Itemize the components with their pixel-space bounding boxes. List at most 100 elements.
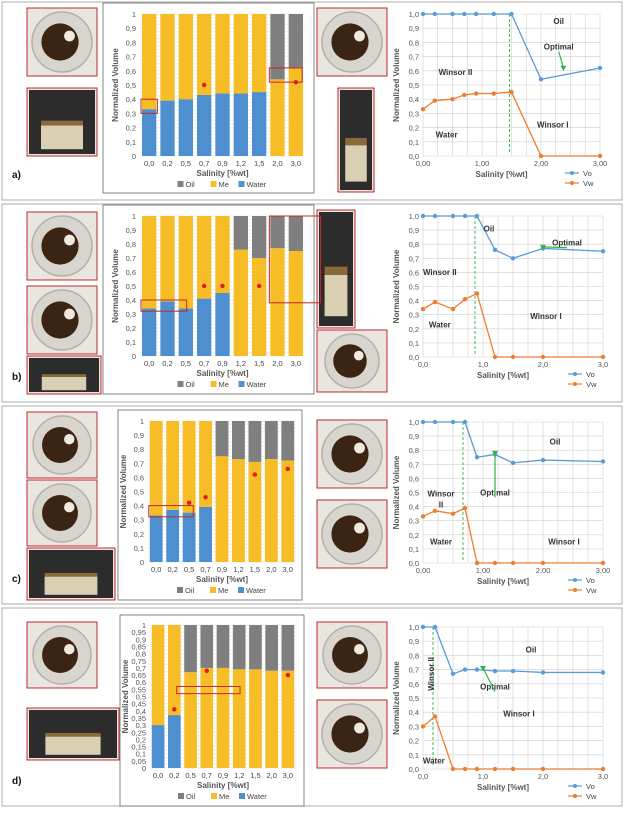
legend-marker [573, 784, 577, 788]
y-axis-label: Normalized Volume [111, 48, 120, 122]
point-vw [492, 766, 498, 772]
x-axis-label: Salinity [%wt] [477, 783, 529, 792]
y-tick-label: 0,5 [126, 282, 136, 291]
oil-blob [332, 637, 368, 673]
y-tick-label: 0,6 [409, 680, 419, 689]
point-vo [474, 455, 480, 460]
bar-oil [265, 625, 278, 671]
x-tick-label: 1,5 [250, 771, 260, 780]
annotation-water: Water [429, 320, 451, 329]
bar-me [281, 670, 295, 768]
legend-label: Vw [583, 179, 594, 188]
red-marker [256, 283, 262, 289]
x-tick-label: 3,00 [593, 159, 608, 168]
point-vw [491, 91, 496, 96]
y-tick-label: 0,2 [409, 531, 419, 540]
point-vw [432, 98, 437, 103]
red-marker [285, 672, 291, 678]
x-tick-label: 0,5 [181, 359, 191, 368]
y-tick-label: 0,85 [131, 642, 146, 651]
panel-label: a) [12, 170, 21, 181]
panel-label: c) [12, 574, 21, 585]
x-tick-label: 0,7 [199, 159, 209, 168]
bar-me [199, 421, 212, 508]
bar-me [265, 670, 278, 768]
y-tick-label: 0,2 [409, 124, 419, 133]
x-tick-label: 0,0 [418, 360, 428, 369]
y-tick-label: 0,7 [409, 53, 419, 62]
y-tick-label: 0,6 [126, 268, 136, 277]
point-vw [450, 306, 456, 312]
y-tick-label: 0,9 [126, 24, 136, 33]
bar-me [160, 216, 175, 302]
point-vo [432, 213, 438, 219]
y-tick-label: 0,3 [126, 310, 136, 319]
point-vo [510, 668, 516, 674]
optimal-arrow [542, 246, 568, 249]
point-vw [420, 514, 426, 519]
bar-me [178, 216, 193, 309]
optimal-arrow-head [540, 244, 546, 250]
y-tick-label: 1,0 [409, 10, 419, 19]
legend-marker [573, 382, 577, 386]
y-tick-label: 0,7 [126, 254, 136, 263]
x-tick-label: 0,5 [185, 771, 195, 780]
panel-label: b) [12, 372, 21, 383]
bar-me [200, 667, 214, 768]
y-tick-label: 0,6 [409, 268, 419, 277]
point-vw [540, 354, 546, 360]
bar-me [182, 421, 196, 513]
y-tick-label: 0,9 [409, 226, 419, 235]
y-tick-label: 0,1 [409, 138, 419, 147]
y-tick-label: 1 [132, 10, 136, 19]
point-vo [600, 459, 606, 464]
red-marker [285, 466, 290, 472]
x-axis-label: Salinity [%wt] [196, 575, 248, 584]
annotation-winsor-ii: Winsor II [427, 657, 436, 691]
light-spot [64, 643, 75, 655]
bar-me [270, 79, 285, 156]
point-vw [432, 714, 438, 719]
tube-interface [45, 732, 101, 737]
point-vw [462, 296, 468, 302]
bar-oil [270, 14, 285, 80]
sample-tube-photo [26, 547, 116, 601]
bar-me [252, 258, 267, 356]
oil-blob [331, 515, 369, 553]
highlight-box [268, 215, 321, 304]
y-tick-label: 0,2 [126, 124, 136, 133]
bar-me [232, 669, 246, 768]
point-vw [450, 766, 456, 772]
legend-marker [573, 372, 577, 376]
red-marker [220, 283, 225, 289]
oil-blob [41, 301, 79, 339]
tube-interface [345, 137, 367, 146]
bar-oil [232, 421, 245, 460]
legend-marker [573, 794, 577, 798]
point-vw [597, 153, 603, 159]
bar-me [151, 625, 165, 726]
y-tick-label: 0,7 [409, 254, 419, 263]
light-spot [354, 722, 365, 734]
y-tick-label: 0,95 [131, 628, 146, 637]
x-tick-label: 3,0 [291, 359, 301, 368]
y-tick-label: 0,05 [131, 757, 146, 766]
legend-label: Water [247, 380, 267, 389]
y-tick-label: 0,6 [134, 473, 144, 482]
sample-tube-photo [316, 209, 356, 329]
point-vo [492, 668, 498, 674]
y-tick-label: 0,9 [409, 637, 419, 646]
point-vw [462, 92, 467, 98]
bar-me [281, 460, 295, 562]
bar-me [232, 459, 245, 562]
x-tick-label: 0,0 [418, 772, 428, 781]
y-tick-label: 0,6 [136, 678, 146, 687]
legend-label: Oil [186, 792, 196, 801]
y-tick-label: 0,5 [409, 283, 419, 292]
point-vo [420, 213, 426, 219]
point-vo [450, 419, 456, 425]
y-tick-label: 0,2 [136, 735, 146, 744]
bar-chart: 00,050,10,150,20,250,30,350,40,450,50,55… [119, 614, 305, 807]
bar-oil [200, 625, 214, 668]
tube-liquid [41, 376, 87, 391]
